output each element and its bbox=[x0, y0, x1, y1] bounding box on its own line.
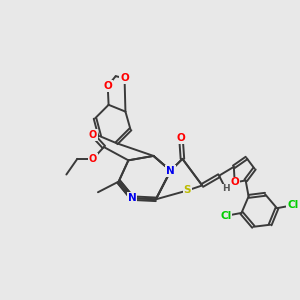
Text: O: O bbox=[103, 81, 112, 91]
Text: N: N bbox=[166, 166, 175, 176]
Text: Cl: Cl bbox=[220, 211, 232, 221]
Text: S: S bbox=[184, 185, 191, 196]
Text: O: O bbox=[120, 73, 129, 83]
Text: O: O bbox=[177, 133, 185, 143]
Text: O: O bbox=[89, 154, 97, 164]
Text: O: O bbox=[230, 178, 239, 188]
Text: Cl: Cl bbox=[287, 200, 298, 210]
Text: H: H bbox=[222, 184, 230, 194]
Text: N: N bbox=[128, 193, 136, 203]
Text: O: O bbox=[89, 130, 97, 140]
